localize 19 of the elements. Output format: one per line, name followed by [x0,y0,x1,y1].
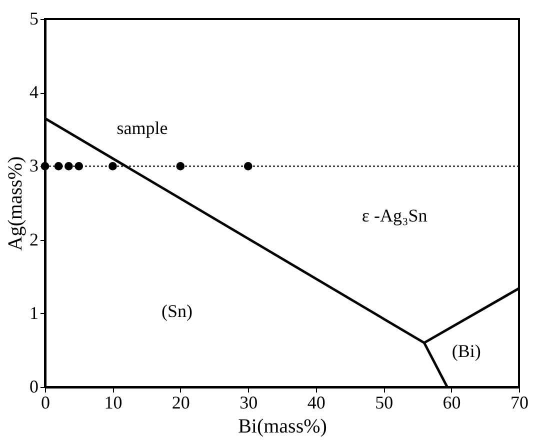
x-axis-title: Bi(mass%) [238,416,327,438]
x-tick-label: 40 [307,392,326,412]
y-tick-label: 2 [30,229,38,250]
annotation: ε -Ag₃Sn [362,206,428,226]
x-tick-label: 30 [240,392,258,412]
x-tick-label: 60 [442,392,461,412]
x-tick-label: 20 [172,392,190,412]
y-axis-title: Ag(mass%) [4,156,26,251]
x-tick-label: 70 [510,392,528,412]
y-tick-label: 1 [30,302,38,323]
annotation: sample [116,118,168,138]
y-tick-label: 0 [30,376,38,396]
annotation: (Sn) [161,300,192,321]
x-tick-label: 50 [375,392,394,412]
annotation: (Bi) [452,341,481,362]
y-tick-label: 5 [30,8,38,28]
y-tick-label: 4 [30,82,38,102]
x-tick-label: 10 [104,392,122,412]
y-tick-label: 3 [30,156,38,176]
